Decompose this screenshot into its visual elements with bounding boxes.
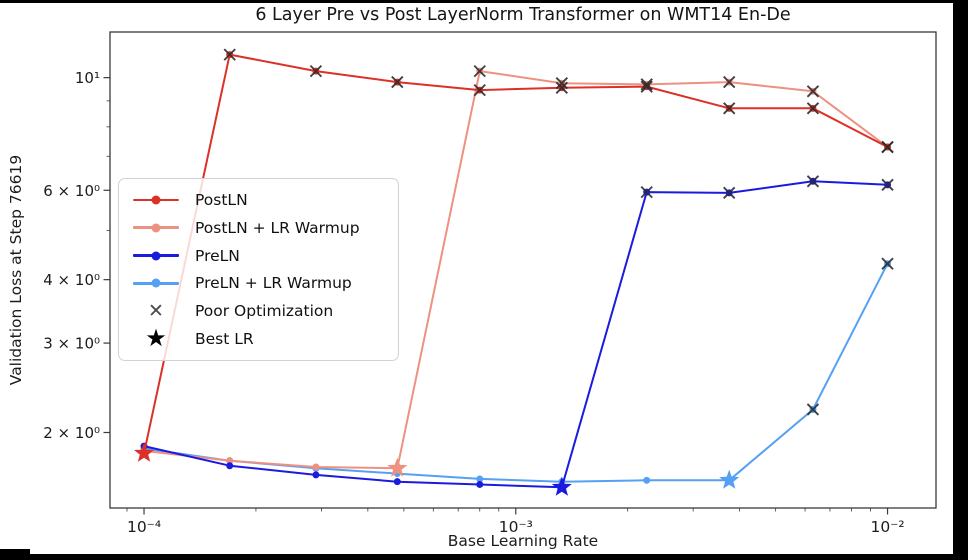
screen-edge-bottom: [0, 554, 968, 560]
line-dot-swatch: [125, 251, 187, 261]
poor-optimization-x-marker: [881, 178, 894, 191]
star-marker-icon: ★: [145, 323, 167, 352]
x-tick-label: 10⁻⁴: [127, 518, 161, 536]
screen-edge-bottom-left: [0, 549, 30, 560]
legend-item-preln: PreLN: [125, 242, 392, 269]
data-point-dot: [312, 463, 320, 471]
axes-frame: [109, 31, 937, 509]
legend-item-preln-warmup: PreLN + LR Warmup: [125, 270, 392, 297]
poor-optimization-x-marker: [473, 64, 486, 78]
poor-optimization-x-marker: [391, 75, 404, 89]
x-marker-icon: ✕: [148, 299, 164, 322]
legend-label: PreLN + LR Warmup: [195, 274, 352, 293]
x-tick-label: 10⁻³: [499, 518, 533, 536]
data-point-dot: [393, 478, 401, 486]
poor-optimization-x-marker: [806, 102, 820, 115]
legend-item-best-lr: ★ Best LR: [125, 326, 392, 353]
poor-optimization-x-marker: [223, 48, 236, 61]
line-dot-swatch: [125, 223, 187, 233]
series-line-1: [143, 70, 889, 470]
poor-optimization-x-marker: [881, 140, 894, 154]
y-tick-label: 6 × 10⁰: [43, 182, 100, 200]
poor-optimization-x-marker: [806, 403, 820, 416]
poor-optimization-x-marker: [806, 175, 820, 188]
poor-optimization-x-marker: [555, 77, 568, 90]
legend-box: PostLN PostLN + LR Warmup PreLN PreLN + …: [118, 178, 399, 361]
data-point-dot: [226, 462, 234, 470]
poor-optimization-x-marker: [555, 81, 568, 94]
legend-item-postln-warmup: PostLN + LR Warmup: [125, 214, 392, 241]
poor-optimization-x-marker: [640, 80, 653, 93]
data-point-dot: [312, 471, 320, 479]
poor-optimization-x-marker: [640, 78, 653, 91]
screen-edge-top: [0, 0, 968, 3]
poor-optimization-x-marker: [806, 85, 820, 98]
line-dot-swatch: [125, 278, 187, 288]
data-point-dot: [226, 457, 234, 465]
legend-label: Poor Optimization: [195, 302, 334, 321]
y-tick-label: 10¹: [75, 69, 100, 87]
legend-label: Best LR: [195, 330, 254, 349]
poor-optimization-x-marker: [881, 257, 894, 270]
y-tick-label: 2 × 10⁰: [43, 424, 100, 442]
best-lr-star-marker: [387, 457, 408, 477]
poor-optimization-x-marker: [640, 185, 653, 199]
best-lr-star-marker: [719, 469, 740, 489]
poor-optimization-x-marker: [723, 75, 736, 89]
x-tick-label: 10⁻²: [870, 518, 904, 536]
data-point-dot: [476, 480, 484, 488]
poor-optimization-x-marker: [723, 102, 736, 115]
data-point-dot: [643, 476, 651, 484]
best-lr-star-marker: [551, 476, 572, 496]
line-dot-swatch: [125, 195, 187, 205]
legend-item-poor-optimization: ✕ Poor Optimization: [125, 298, 392, 325]
data-point-dot: [476, 475, 484, 483]
poor-optimization-x-marker: [473, 83, 486, 97]
x-axis-label: Base Learning Rate: [447, 532, 599, 550]
legend-label: PostLN + LR Warmup: [195, 218, 360, 237]
chart-title: 6 Layer Pre vs Post LayerNorm Transforme…: [255, 5, 791, 25]
poor-optimization-x-marker: [723, 186, 736, 200]
legend-label: PostLN: [195, 190, 248, 209]
poor-optimization-x-marker: [309, 64, 323, 78]
y-tick-label: 3 × 10⁰: [43, 335, 100, 353]
screen-edge-right: [953, 0, 968, 560]
legend-item-postln: PostLN: [125, 186, 392, 213]
y-tick-label: 4 × 10⁰: [43, 271, 100, 289]
series-line-0: [143, 53, 888, 454]
series-line-2: [143, 180, 888, 489]
legend-label: PreLN: [195, 246, 240, 265]
best-lr-star-marker: [134, 442, 154, 462]
